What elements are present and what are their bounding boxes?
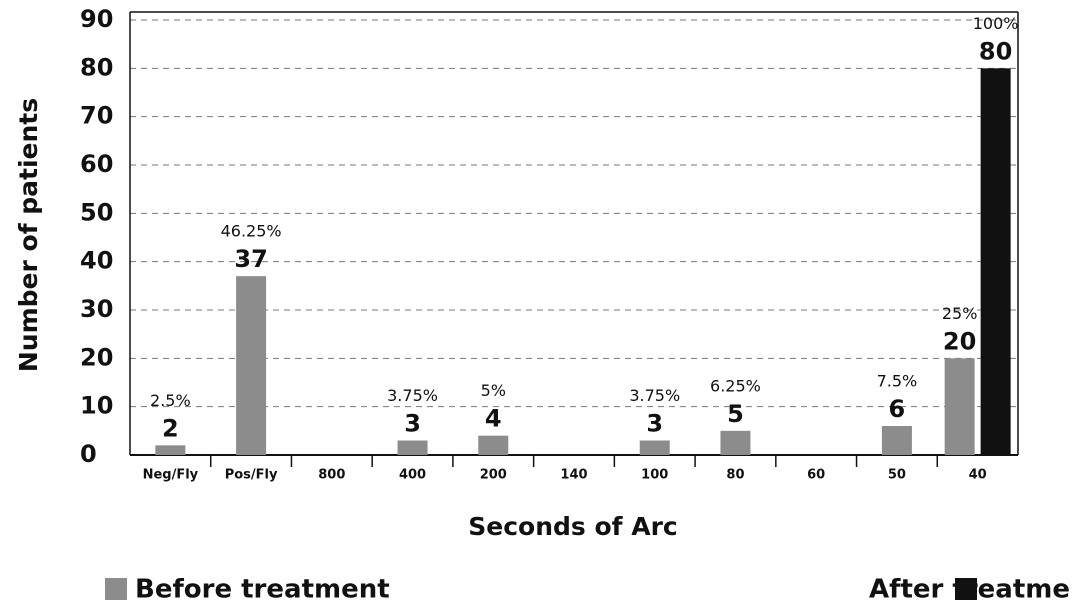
x-tick-label: Neg/Fly	[143, 468, 199, 483]
x-tick-label: 50	[888, 468, 906, 483]
bar	[236, 276, 267, 455]
y-axis-title: Number of patients	[14, 98, 43, 372]
x-tick-label: Pos/Fly	[225, 468, 278, 483]
percent-label: 3.75%	[629, 386, 680, 405]
y-tick-label: 80	[80, 53, 113, 81]
percent-label: 25%	[942, 304, 978, 323]
x-axis-title: Seconds of Arc	[468, 512, 678, 541]
bar	[720, 430, 751, 455]
bar	[944, 358, 975, 455]
y-tick-label: 30	[80, 295, 113, 323]
y-tick-label: 0	[80, 440, 97, 468]
bar	[397, 440, 428, 455]
bar	[980, 68, 1011, 455]
percent-label: 46.25%	[221, 222, 282, 241]
bar	[155, 445, 186, 455]
y-tick-label: 40	[80, 247, 113, 275]
x-tick-label: 60	[807, 468, 825, 483]
y-tick-label: 20	[80, 343, 113, 371]
x-tick-label: 140	[560, 468, 587, 483]
value-label: 6	[889, 395, 906, 423]
x-tick-label: 400	[399, 468, 426, 483]
percent-label: 6.25%	[710, 376, 761, 395]
bar	[639, 440, 670, 455]
value-label: 5	[727, 400, 744, 428]
x-tick-label: 40	[969, 468, 987, 483]
legend-swatch	[105, 578, 127, 600]
value-label: 2	[162, 414, 179, 442]
y-tick-label: 70	[80, 102, 113, 130]
percent-label: 3.75%	[387, 386, 438, 405]
percent-label: 100%	[973, 14, 1019, 33]
value-label: 4	[485, 405, 502, 433]
y-tick-label: 90	[80, 5, 113, 33]
percent-label: 2.5%	[150, 391, 191, 410]
percent-label: 7.5%	[877, 372, 918, 391]
y-tick-label: 50	[80, 198, 113, 226]
value-label: 3	[646, 410, 663, 438]
value-label: 80	[979, 37, 1012, 65]
legend-label: Before treatment	[135, 575, 390, 605]
percent-label: 5%	[481, 381, 506, 400]
y-tick-label: 10	[80, 392, 113, 420]
value-label: 20	[943, 327, 976, 355]
value-label: 37	[234, 245, 267, 273]
y-tick-label: 60	[80, 150, 113, 178]
legend-label: After treatment	[869, 575, 1072, 605]
legend-swatch	[955, 578, 977, 600]
bar	[881, 426, 912, 455]
x-tick-label: 80	[726, 468, 744, 483]
x-tick-label: 200	[480, 468, 507, 483]
bar	[478, 435, 509, 455]
x-tick-label: 100	[641, 468, 668, 483]
value-label: 3	[404, 410, 421, 438]
x-tick-label: 800	[318, 468, 345, 483]
